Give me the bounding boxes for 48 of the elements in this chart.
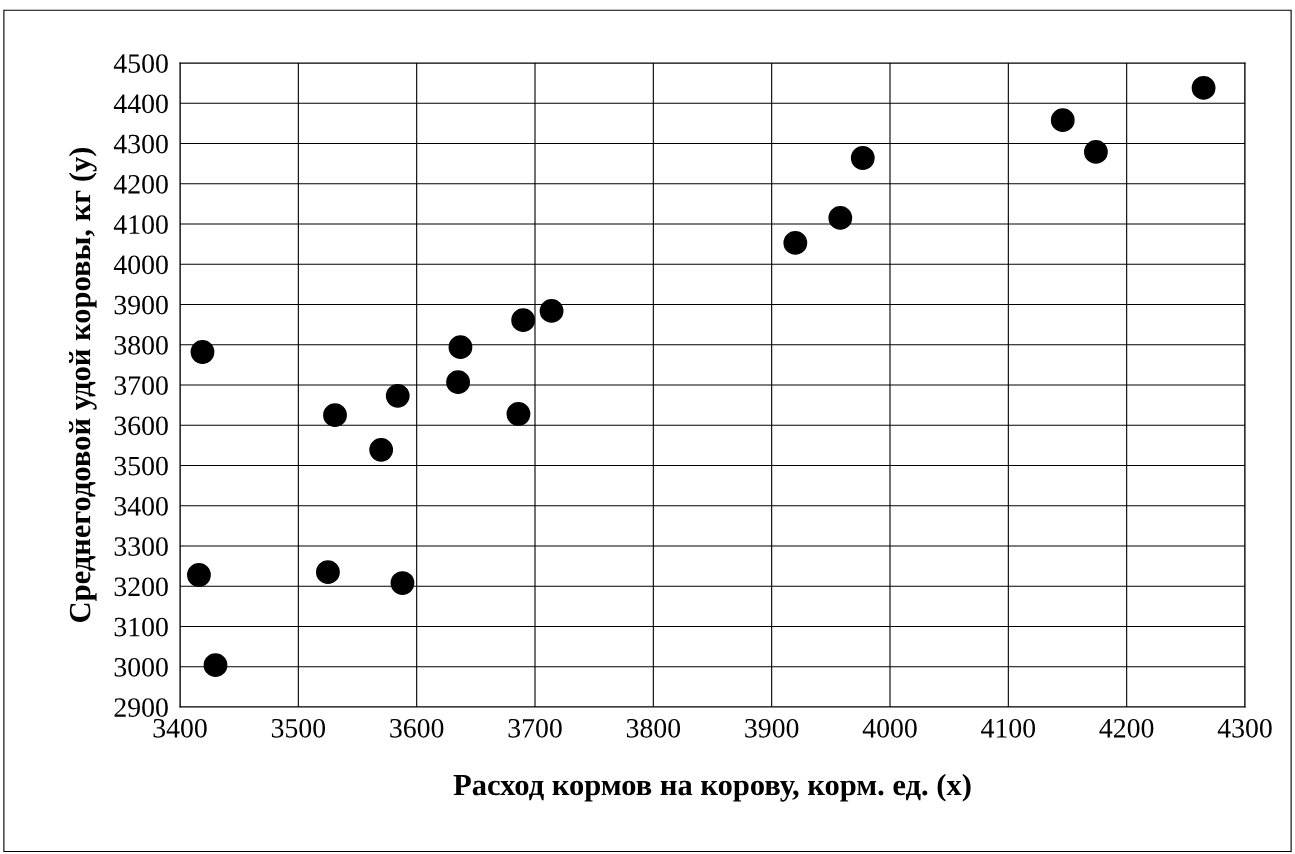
point <box>190 340 215 364</box>
y-tick-label: 3200 <box>114 577 168 597</box>
point <box>323 403 347 428</box>
point <box>783 231 808 255</box>
y-tick-label: 3900 <box>114 295 168 315</box>
point <box>828 206 853 230</box>
point <box>506 402 531 426</box>
x-tick-label: 3800 <box>626 718 681 738</box>
point <box>539 299 564 323</box>
point <box>187 563 211 587</box>
x-tick-label: 3400 <box>153 718 207 738</box>
y-tick-label: 3600 <box>114 416 168 436</box>
y-axis-title: Среднегодовой удой коровы, кг (y) <box>68 147 97 622</box>
x-axis-title: Расход кормов на корову, корм. ед. (x) <box>453 773 971 802</box>
y-tick-label: 3500 <box>114 456 168 476</box>
y-tick-label: 4300 <box>113 134 168 154</box>
y-tick-label: 4200 <box>113 174 168 194</box>
y-tick-label: 3300 <box>114 537 168 556</box>
point <box>385 383 410 408</box>
y-tick-label: 4000 <box>113 255 168 275</box>
x-tick-label: 3700 <box>508 718 562 738</box>
y-tick-label: 3100 <box>114 617 168 637</box>
x-tick-label: 4000 <box>862 718 917 738</box>
y-tick-label: 4100 <box>113 215 168 234</box>
y-tick-label: 3400 <box>114 496 168 516</box>
point <box>390 571 415 595</box>
y-tick-label: 3800 <box>114 335 168 355</box>
x-tick-label: 3500 <box>271 718 326 738</box>
point <box>850 146 875 170</box>
x-tick-label: 3600 <box>390 718 444 738</box>
point <box>1191 76 1216 100</box>
y-tick-label: 4500 <box>113 54 168 73</box>
y-tick-label: 3000 <box>114 657 168 677</box>
point <box>511 308 536 333</box>
y-tick-label: 3700 <box>114 376 168 395</box>
point <box>203 653 228 678</box>
x-tick-label: 3900 <box>745 718 799 738</box>
point <box>1084 140 1108 164</box>
point <box>316 560 340 585</box>
x-tick-label: 4300 <box>1217 718 1272 738</box>
point <box>448 335 473 360</box>
point <box>369 437 394 462</box>
point <box>1050 108 1075 133</box>
x-tick-label: 4200 <box>1099 718 1154 738</box>
y-tick-label: 2900 <box>114 698 168 717</box>
y-tick-label: 4400 <box>113 94 168 114</box>
x-tick-label: 4100 <box>981 718 1036 738</box>
point <box>446 370 470 395</box>
